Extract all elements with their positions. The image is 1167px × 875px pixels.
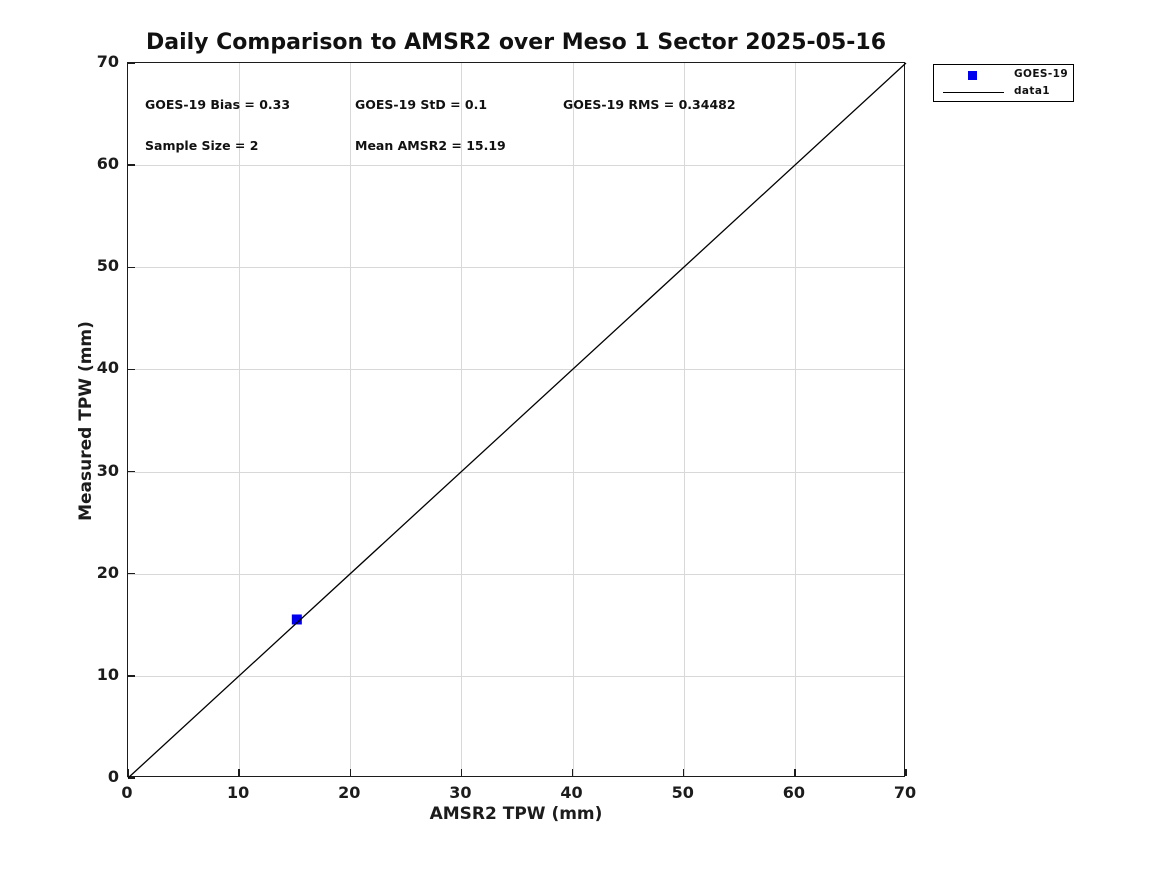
y-tick-label: 50	[96, 256, 119, 276]
y-axis-label: Measured TPW (mm)	[76, 321, 96, 521]
x-tick-label: 20	[338, 783, 361, 802]
y-tick-label: 10	[96, 664, 119, 684]
x-gridline	[461, 63, 463, 776]
y-gridline	[128, 369, 904, 371]
y-tick-label: 20	[96, 562, 119, 582]
stat-rms: GOES-19 RMS = 0.34482	[563, 97, 736, 112]
y-tick-mark	[128, 164, 135, 166]
x-tick-mark	[460, 769, 463, 776]
y-gridline	[128, 267, 904, 269]
x-tick-label: 40	[560, 783, 583, 802]
legend-entry-data1: data1	[934, 84, 1073, 101]
legend-marker-icon	[968, 71, 977, 80]
plot-canvas	[127, 62, 907, 779]
x-tick-mark	[238, 769, 240, 776]
x-tick-label: 60	[782, 783, 805, 802]
x-tick-mark	[794, 769, 796, 776]
identity-line	[127, 62, 907, 779]
x-gridline	[239, 63, 241, 776]
x-tick-mark	[349, 769, 351, 776]
y-tick-mark	[128, 368, 135, 371]
y-tick-mark	[128, 573, 135, 575]
x-tick-label: 0	[121, 783, 133, 802]
x-tick-mark	[683, 769, 685, 776]
y-tick-mark	[128, 675, 135, 677]
y-gridline	[128, 471, 904, 473]
y-tick-mark	[128, 62, 135, 64]
y-tick-mark	[128, 470, 135, 473]
y-tick-mark	[128, 266, 135, 268]
stat-bias: GOES-19 Bias = 0.33	[145, 97, 291, 112]
legend-label: GOES-19	[1014, 68, 1069, 80]
y-tick-label: 60	[96, 154, 119, 174]
data-point-marker	[291, 614, 302, 625]
x-tick-label: 70	[893, 783, 917, 802]
plot-area	[127, 62, 907, 779]
x-tick-mark	[571, 769, 574, 776]
x-tick-mark	[905, 769, 907, 776]
legend-label: data1	[1014, 85, 1051, 97]
x-tick-label: 30	[449, 783, 472, 802]
chart-title: Daily Comparison to AMSR2 over Meso 1 Se…	[145, 30, 887, 55]
x-tick-label: 50	[671, 783, 694, 802]
y-gridline	[128, 165, 904, 167]
legend: GOES-19 data1	[933, 64, 1074, 102]
stat-sample-size: Sample Size = 2	[145, 138, 259, 153]
y-tick-label: 0	[107, 767, 119, 786]
y-tick-mark	[128, 777, 135, 779]
x-gridline	[350, 63, 352, 776]
stat-mean-amsr2: Mean AMSR2 = 15.19	[355, 138, 506, 153]
x-gridline	[794, 63, 796, 776]
legend-line-icon	[943, 92, 1004, 94]
x-tick-label: 10	[227, 783, 250, 802]
stat-std: GOES-19 StD = 0.1	[355, 97, 488, 112]
y-tick-label: 40	[96, 358, 119, 378]
x-tick-mark	[127, 769, 129, 776]
y-gridline	[128, 573, 904, 575]
y-tick-label: 30	[96, 460, 119, 480]
y-tick-label: 70	[96, 52, 119, 71]
x-axis-label: AMSR2 TPW (mm)	[429, 804, 603, 824]
y-gridline	[128, 675, 904, 677]
x-gridline	[572, 63, 574, 776]
legend-entry-goes19: GOES-19	[934, 67, 1073, 84]
x-gridline	[683, 63, 685, 776]
